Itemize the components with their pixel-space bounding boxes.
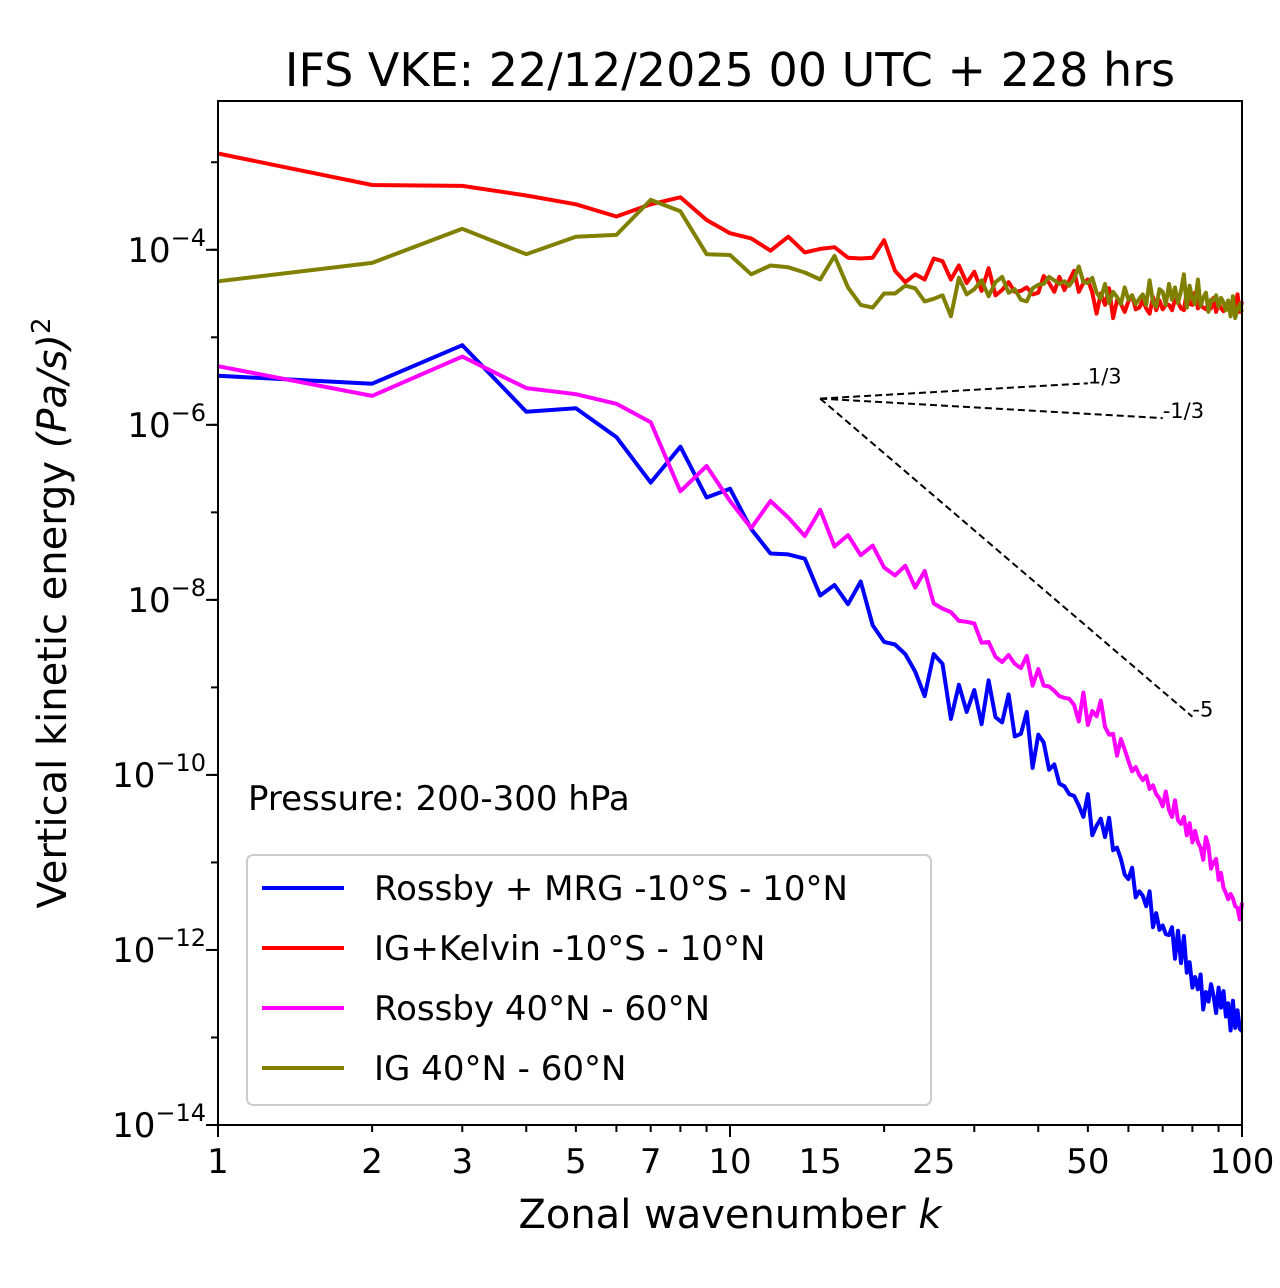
y-axis-label-units: (Pa/s) xyxy=(30,334,76,448)
x-axis-label: Zonal wavenumber k xyxy=(518,1192,943,1238)
legend-label-1: IG+Kelvin -10°S - 10°N xyxy=(374,929,765,969)
legend-label-2: Rossby 40°N - 60°N xyxy=(374,989,710,1029)
y-tick-label: 10−14 xyxy=(112,1099,206,1146)
y-axis-ticks: 10−4 10−6 10−8 10−10 10−12 10−14 xyxy=(112,161,218,1146)
series-line-3 xyxy=(217,197,1244,321)
reference-label-1: -1/3 xyxy=(1163,399,1204,423)
series-line-2 xyxy=(217,354,1244,922)
reference-line-2 xyxy=(819,397,1194,718)
reference-line-0 xyxy=(820,382,1088,400)
y-tick-label: 10−12 xyxy=(112,924,206,971)
x-axis-label-symbol: k xyxy=(918,1192,943,1238)
x-axis-label-text: Zonal wavenumber xyxy=(518,1192,918,1238)
x-tick-label: 25 xyxy=(912,1142,955,1182)
reference-lines: 1/3 -1/3 -5 xyxy=(819,364,1213,722)
legend-label-3: IG 40°N - 60°N xyxy=(374,1049,626,1089)
y-tick-label: 10−6 xyxy=(127,399,206,446)
series-line-1 xyxy=(217,151,1244,321)
x-tick-label: 100 xyxy=(1210,1142,1275,1182)
reference-line-1 xyxy=(820,397,1163,420)
y-tick-label: 10−4 xyxy=(127,224,206,271)
y-axis-label: Vertical kinetic energy (Pa/s)2 xyxy=(27,318,76,909)
pressure-annotation: Pressure: 200-300 hPa xyxy=(248,779,630,819)
y-axis-label-text: Vertical kinetic energy xyxy=(30,448,76,908)
x-tick-label: 3 xyxy=(451,1142,473,1182)
legend: Rossby + MRG -10°S - 10°N IG+Kelvin -10°S… xyxy=(246,854,932,1106)
x-tick-label: 15 xyxy=(799,1142,842,1182)
x-tick-label: 5 xyxy=(565,1142,587,1182)
x-tick-label: 10 xyxy=(708,1142,751,1182)
legend-items: Rossby + MRG -10°S - 10°N IG+Kelvin -10°S… xyxy=(262,869,848,1089)
legend-box xyxy=(246,854,932,1106)
y-tick-label: 10−8 xyxy=(127,574,206,621)
x-tick-label: 1 xyxy=(207,1142,229,1182)
x-tick-label: 7 xyxy=(640,1142,662,1182)
reference-label-2: -5 xyxy=(1192,698,1213,722)
reference-label-0: 1/3 xyxy=(1088,364,1122,388)
y-axis-label-exponent: 2 xyxy=(27,318,57,335)
x-tick-label: 50 xyxy=(1066,1142,1109,1182)
legend-label-0: Rossby + MRG -10°S - 10°N xyxy=(374,869,848,909)
y-tick-label: 10−10 xyxy=(112,749,206,796)
x-tick-label: 2 xyxy=(361,1142,383,1182)
series-layer xyxy=(217,151,1244,1033)
series-line-0 xyxy=(217,343,1244,1033)
x-axis-ticks: 1 2 3 5 7 10 15 25 50 100 xyxy=(207,1125,1274,1182)
chart-title: IFS VKE: 22/12/2025 00 UTC + 228 hrs xyxy=(285,43,1175,97)
